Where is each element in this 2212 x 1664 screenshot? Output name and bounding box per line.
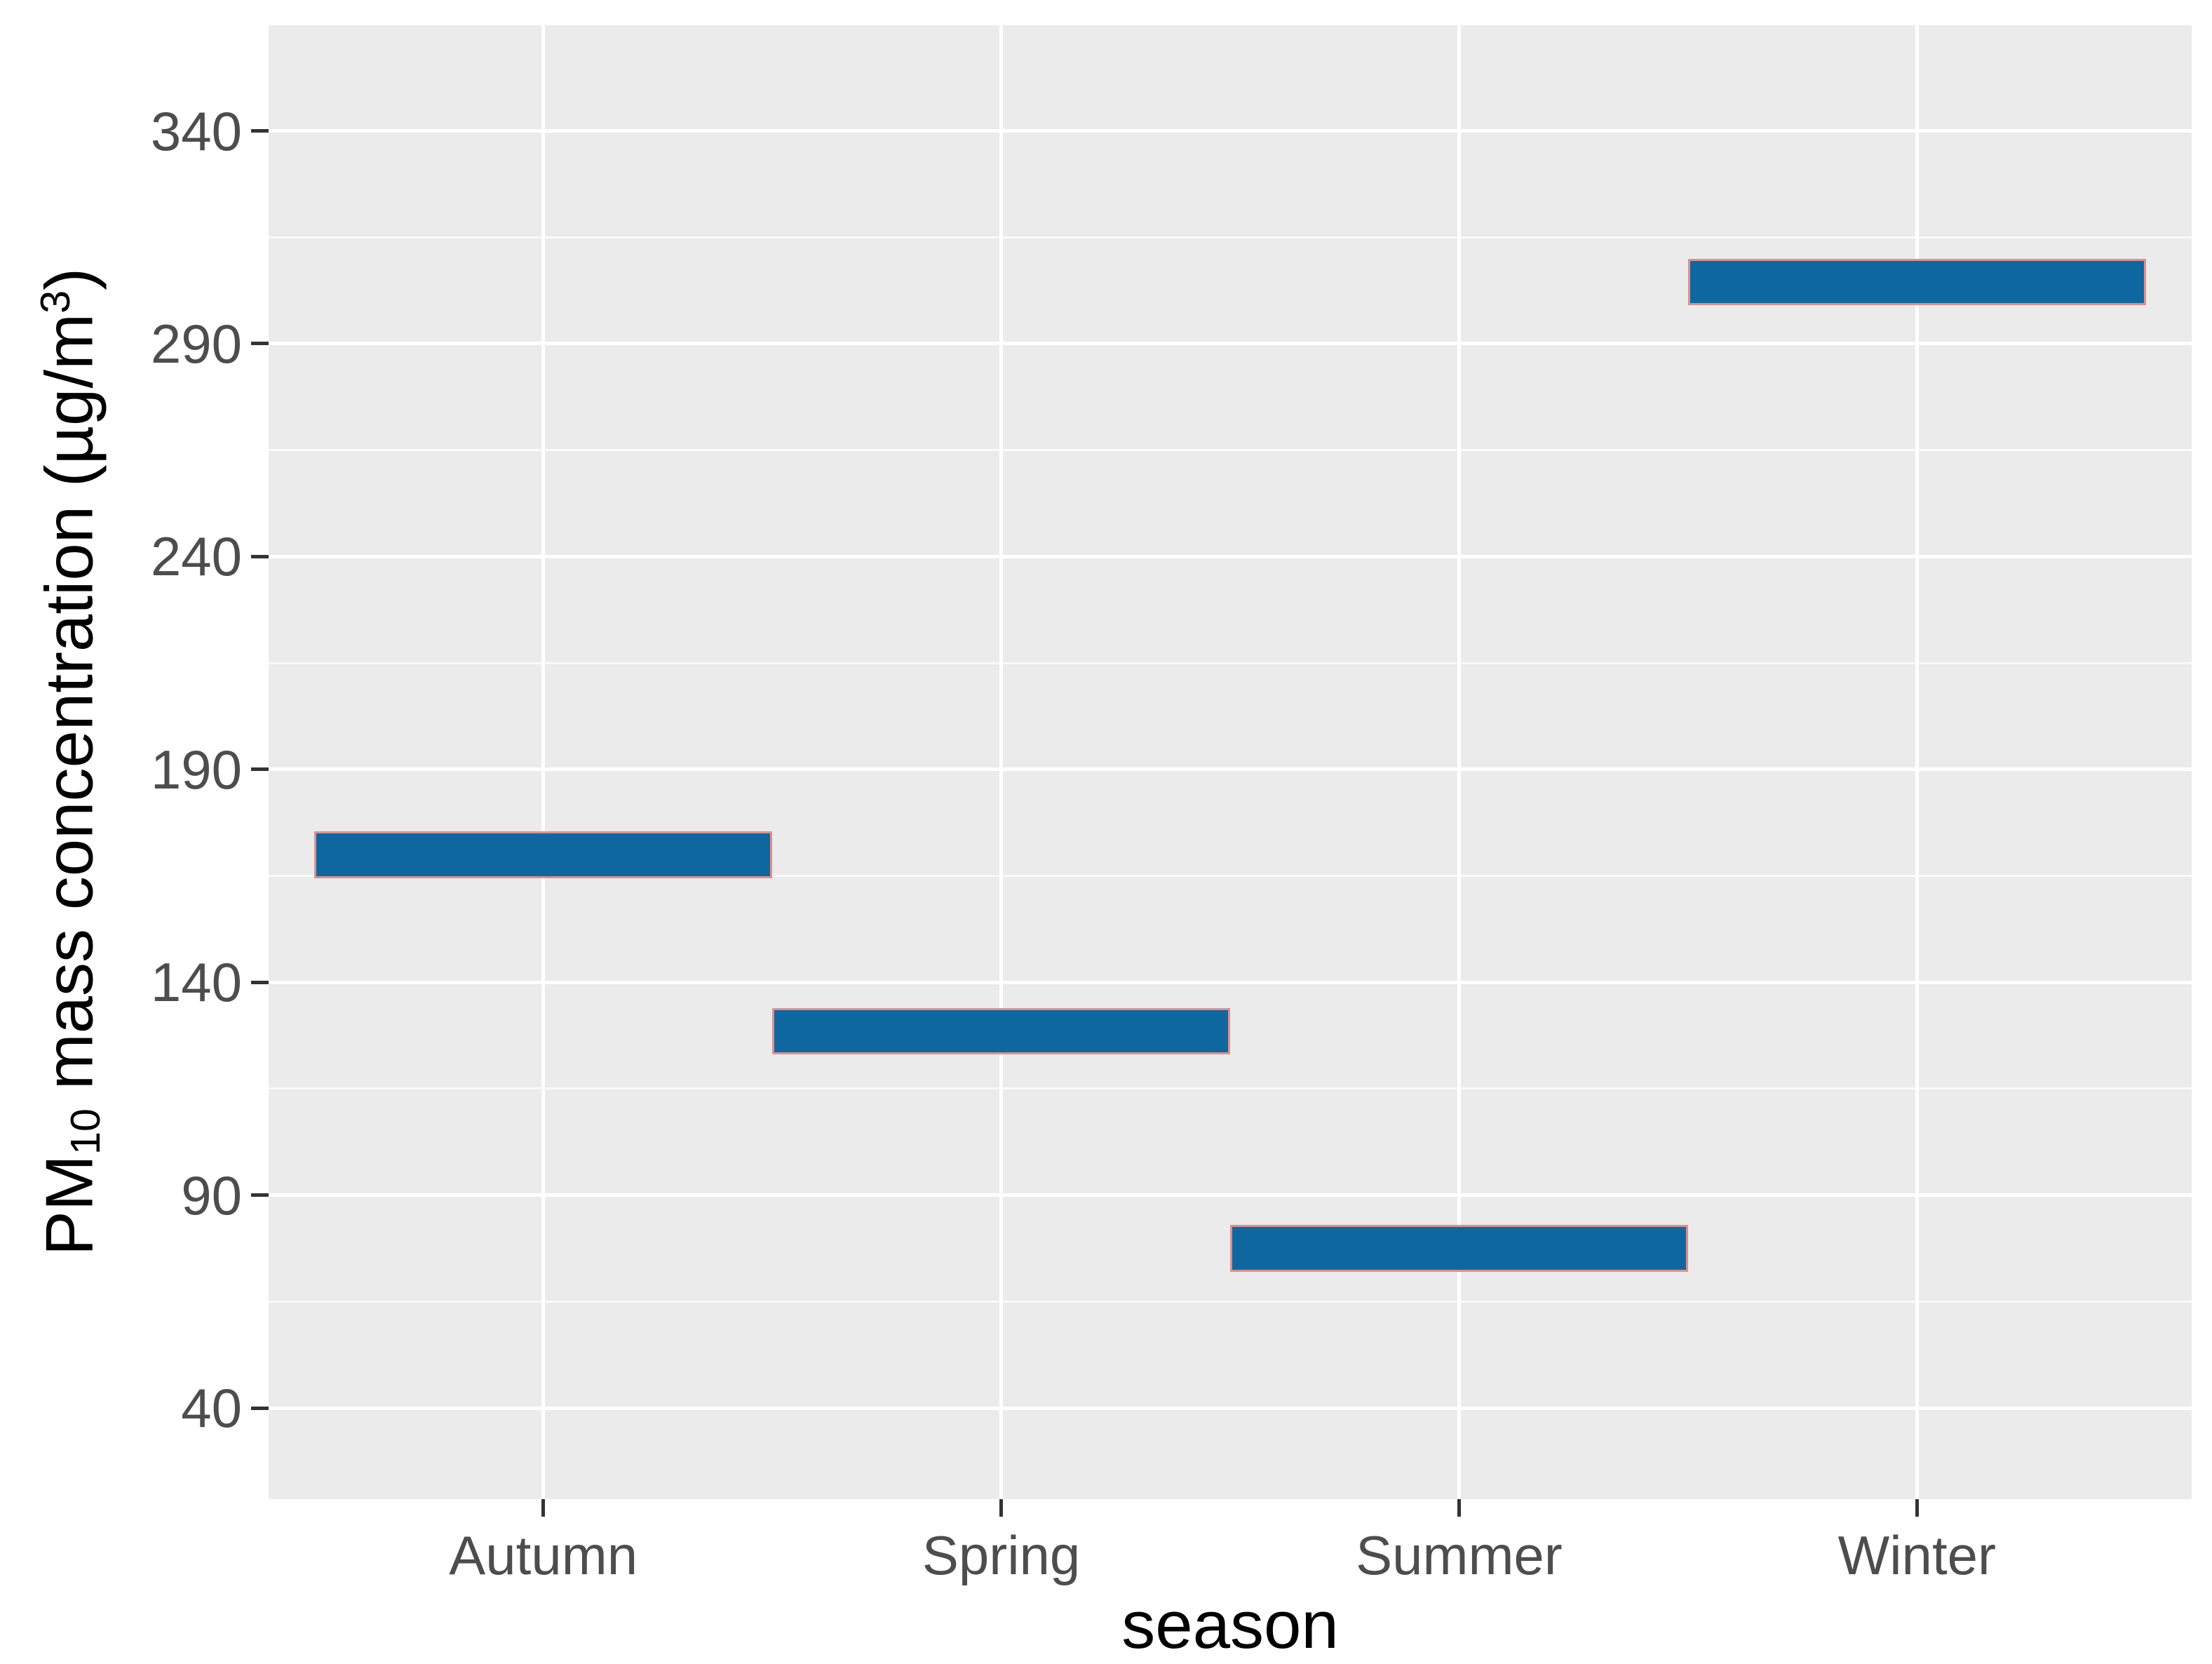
gridline-major-h xyxy=(269,554,2192,558)
gridline-minor-h xyxy=(269,1300,2192,1303)
gridline-minor-h xyxy=(269,875,2192,878)
x-tick-mark xyxy=(999,1499,1004,1517)
y-tick-mark xyxy=(251,129,269,133)
x-tick-label: Autumn xyxy=(449,1524,638,1586)
x-tick-mark xyxy=(1915,1499,1919,1517)
gridline-major-v xyxy=(999,25,1004,1499)
gridline-major-h xyxy=(269,342,2192,346)
y-axis-title-superscript: 3 xyxy=(31,290,79,314)
x-tick-label: Summer xyxy=(1356,1524,1563,1586)
y-axis-title-close: ) xyxy=(32,267,107,290)
gridline-major-h xyxy=(269,1406,2192,1410)
gridline-major-v xyxy=(1915,25,1919,1499)
gridline-major-h xyxy=(269,767,2192,772)
gridline-minor-h xyxy=(269,1087,2192,1090)
crossbar-summer xyxy=(1230,1225,1688,1272)
x-axis-title: season xyxy=(1121,1588,1339,1663)
x-tick-mark xyxy=(541,1499,546,1517)
y-tick-label: 340 xyxy=(150,100,242,162)
y-tick-mark xyxy=(251,554,269,558)
y-tick-label: 140 xyxy=(150,951,242,1014)
plot-panel xyxy=(269,25,2192,1499)
x-tick-mark xyxy=(1457,1499,1461,1517)
gridline-minor-h xyxy=(269,236,2192,239)
y-tick-label: 90 xyxy=(181,1164,242,1226)
crossbar-spring xyxy=(772,1007,1230,1055)
y-tick-mark xyxy=(251,767,269,772)
y-tick-label: 290 xyxy=(150,312,242,375)
x-tick-label: Spring xyxy=(922,1524,1081,1586)
gridline-minor-h xyxy=(269,662,2192,664)
y-tick-mark xyxy=(251,1193,269,1197)
gridline-major-v xyxy=(541,25,546,1499)
y-tick-mark xyxy=(251,1406,269,1410)
y-tick-label: 240 xyxy=(150,525,242,588)
crossbar-winter xyxy=(1687,258,2146,306)
gridline-major-h xyxy=(269,980,2192,984)
gridline-minor-h xyxy=(269,449,2192,452)
gridline-major-h xyxy=(269,1193,2192,1197)
gridline-major-h xyxy=(269,129,2192,133)
y-axis-title-subscript: 10 xyxy=(62,1108,109,1155)
gridline-major-v xyxy=(1457,25,1461,1499)
y-tick-mark xyxy=(251,342,269,346)
crossbar-autumn xyxy=(314,831,773,878)
y-tick-mark xyxy=(251,980,269,984)
x-tick-label: Winter xyxy=(1837,1524,1996,1586)
y-tick-label: 190 xyxy=(150,738,242,800)
y-tick-label: 40 xyxy=(181,1377,242,1440)
